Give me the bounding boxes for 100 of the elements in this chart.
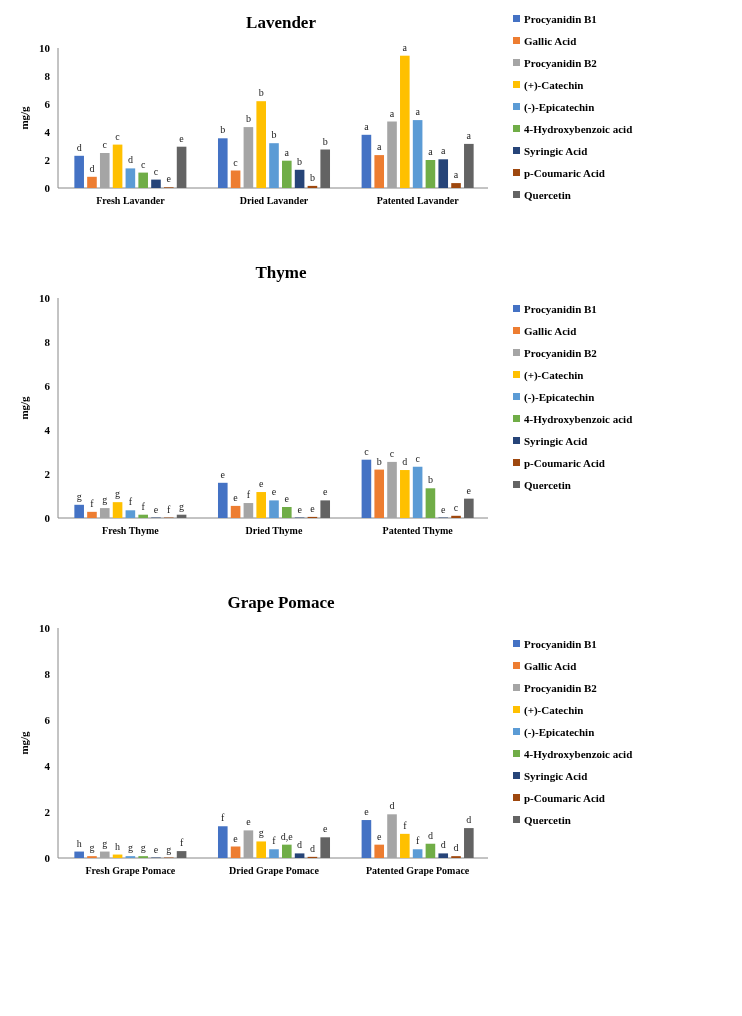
data-label: g xyxy=(179,500,185,512)
data-label: e xyxy=(441,503,446,515)
bar xyxy=(451,515,461,518)
bar xyxy=(387,121,397,188)
bar xyxy=(138,514,148,518)
data-label: e xyxy=(364,806,370,818)
legend-label: (-)-Epicatechin xyxy=(524,725,595,739)
bar xyxy=(361,459,372,518)
data-label: d xyxy=(309,842,315,854)
data-label: c xyxy=(453,501,459,513)
y-tick-label: 2 xyxy=(44,467,51,480)
data-label: g xyxy=(258,827,264,839)
bar xyxy=(425,488,436,518)
x-tick-label: Patented Lavander xyxy=(376,195,460,206)
data-label: e xyxy=(322,823,328,835)
data-label: f xyxy=(141,500,146,512)
chart-title: Thyme xyxy=(255,263,307,282)
legend-label: Procyanidin B2 xyxy=(524,346,598,359)
bar xyxy=(464,498,474,518)
bar xyxy=(176,146,187,188)
data-label: e xyxy=(220,468,226,480)
chart-title: Lavender xyxy=(246,13,317,32)
data-label: b xyxy=(376,455,382,467)
legend-label: (-)-Epicatechin xyxy=(524,390,595,404)
data-label: d,e xyxy=(280,830,294,842)
bar xyxy=(74,851,84,858)
legend-label: Quercetin xyxy=(524,813,571,826)
data-label: e xyxy=(258,478,264,490)
data-label: f xyxy=(403,819,408,831)
bar xyxy=(230,846,241,858)
data-label: f xyxy=(246,489,251,501)
data-label: a xyxy=(441,145,446,157)
bar xyxy=(243,127,254,188)
y-tick-label: 2 xyxy=(44,153,51,166)
data-label: e xyxy=(322,486,328,498)
data-label: d xyxy=(427,829,433,841)
data-label: f xyxy=(128,496,133,508)
bar xyxy=(438,159,449,188)
bar xyxy=(230,170,241,188)
bar xyxy=(425,160,436,188)
x-tick-label: Dried Thyme xyxy=(245,525,303,536)
bar xyxy=(400,833,410,858)
y-tick-label: 0 xyxy=(44,511,51,524)
data-label: h xyxy=(76,837,82,849)
bar xyxy=(320,837,331,858)
bar xyxy=(217,826,228,858)
data-label: g xyxy=(166,843,172,855)
data-label: a xyxy=(453,169,459,181)
legend-label: Syringic Acid xyxy=(524,144,588,157)
x-tick-label: Patented Grape Pomace xyxy=(365,865,470,876)
legend-label: (+)-Catechin xyxy=(524,703,584,717)
data-label: c xyxy=(115,130,121,142)
bar xyxy=(269,849,279,858)
data-label: c xyxy=(140,158,146,170)
bar xyxy=(320,149,331,188)
x-tick-label: Patented Thyme xyxy=(382,525,454,536)
data-label: e xyxy=(233,491,239,503)
legend-label: Procyanidin B1 xyxy=(524,302,597,315)
y-tick-label: 10 xyxy=(39,291,51,304)
data-label: a xyxy=(389,107,395,119)
bar xyxy=(282,160,292,188)
bar xyxy=(425,843,436,858)
data-label: b xyxy=(309,171,315,183)
y-tick-label: 10 xyxy=(39,41,51,54)
bar xyxy=(400,55,410,188)
y-tick-label: 8 xyxy=(44,69,51,82)
bar xyxy=(176,851,187,858)
bar xyxy=(217,138,228,188)
bar xyxy=(125,510,136,518)
bar xyxy=(438,853,449,858)
legend-label: Syringic Acid xyxy=(524,769,588,782)
bar xyxy=(374,469,385,518)
legend-label: Procyanidin B2 xyxy=(524,681,598,694)
data-label: f xyxy=(415,835,420,847)
x-tick-label: Dried Grape Pomace xyxy=(229,865,320,876)
bar xyxy=(112,144,123,188)
bar xyxy=(361,820,372,858)
data-label: b xyxy=(220,124,226,136)
data-label: e xyxy=(153,843,159,855)
data-label: g xyxy=(76,490,82,502)
bar xyxy=(387,814,397,858)
data-label: b xyxy=(271,129,277,141)
data-label: d xyxy=(297,839,303,851)
bar xyxy=(374,844,385,858)
data-label: g xyxy=(140,842,146,854)
data-label: e xyxy=(466,484,472,496)
bar xyxy=(412,466,423,518)
legend-label: Gallic Acid xyxy=(524,324,577,337)
bar xyxy=(294,853,305,858)
bar xyxy=(269,500,279,518)
data-label: d xyxy=(76,141,82,153)
bar xyxy=(282,844,292,858)
bar xyxy=(112,502,123,518)
bar xyxy=(87,176,97,188)
legend-label: (+)-Catechin xyxy=(524,368,584,382)
data-label: a xyxy=(376,141,382,153)
legend-label: Quercetin xyxy=(524,478,571,491)
data-label: d xyxy=(402,456,408,468)
data-label: d xyxy=(466,814,472,826)
legend-label: Procyanidin B2 xyxy=(524,56,598,69)
